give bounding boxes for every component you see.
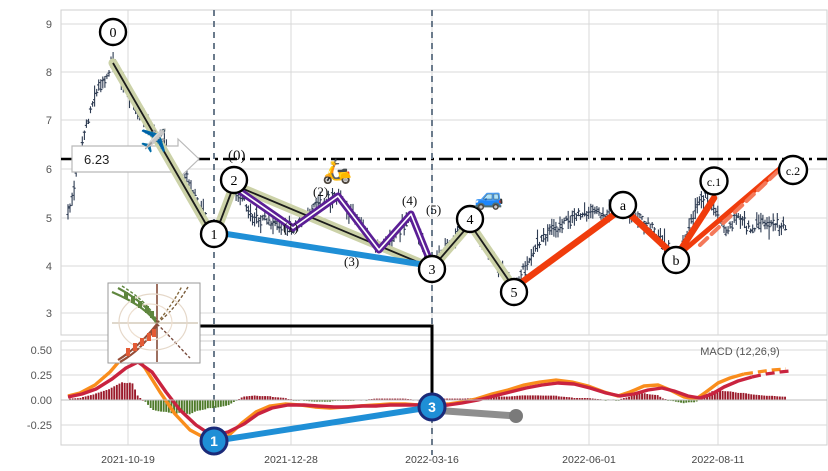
airplane-icon: ✈️: [140, 128, 168, 153]
macd-grey-endpoint-dot: [509, 409, 523, 423]
pivot-marker-c2[interactable]: c.2: [777, 154, 809, 186]
macd-marker-label-3: 3: [428, 399, 436, 415]
abc-orange-path: [510, 157, 793, 292]
macd-signal-projection: [751, 369, 791, 379]
scooter-icon: 🛵: [322, 158, 352, 185]
macd-marker-label-1: 1: [210, 433, 218, 449]
ytick-6: 6: [46, 164, 52, 176]
macd-line-projection: [743, 367, 787, 376]
macd-ytick-050: 0.50: [31, 345, 52, 357]
zigzag-line: [112, 62, 515, 289]
ytick-9: 9: [46, 19, 52, 31]
xtick-date-1: 2021-10-19: [101, 454, 155, 466]
pivot-marker-5[interactable]: 5: [499, 277, 529, 307]
pivot-marker-3[interactable]: 3: [417, 254, 447, 284]
macd-content: [67, 350, 791, 443]
pivot-label-1: 1: [211, 228, 218, 243]
macd-marker-3[interactable]: 3: [417, 392, 447, 422]
wave-label-0-paren: (0): [228, 148, 246, 164]
macd-divergence-grey: [428, 406, 520, 420]
subwave-purple-path: [230, 183, 436, 270]
wave-label-3-paren: (3): [344, 254, 359, 269]
price-panel-background: [60, 9, 828, 336]
macd-marker-1[interactable]: 1: [199, 426, 229, 456]
macd-histogram: [69, 382, 786, 415]
pivot-marker-c1[interactable]: c.1: [699, 166, 729, 196]
car-icon: 🚙: [474, 184, 504, 211]
xtick-date-2: 2021-12-28: [264, 454, 318, 466]
ytick-4: 4: [46, 261, 52, 273]
pivot-marker-a[interactable]: a: [608, 190, 638, 220]
wave-label-2-paren: (2): [313, 184, 328, 199]
primary-zigzag-wave: [108, 58, 519, 293]
pivot-marker-0[interactable]: 0: [98, 17, 128, 47]
macd-signal-line: [67, 360, 753, 437]
ytick-8: 8: [46, 67, 52, 79]
c-projection-dashed: [698, 158, 792, 247]
wave-label-4-paren: (4): [402, 193, 417, 208]
pivot-label-2: 2: [231, 174, 238, 189]
ytick-5: 5: [46, 213, 52, 225]
gann-fan-thumbnail[interactable]: [107, 282, 201, 364]
pivot-label-b: b: [673, 254, 680, 269]
macd-ytick-m025: -0.25: [27, 420, 52, 432]
pivot-label-5: 5: [511, 286, 518, 301]
xtick-date-5: 2022-08-11: [692, 454, 745, 466]
macd-indicator-label: MACD (12,26,9): [700, 346, 779, 358]
pivot-label-0: 0: [110, 26, 117, 41]
xtick-date-4: 2022-06-01: [562, 454, 616, 466]
wave-label-1-paren: (1): [283, 220, 298, 235]
support-trendline-blue: [211, 229, 435, 269]
ytick-7: 7: [46, 115, 52, 127]
price-tag-value: 6.23: [84, 152, 109, 167]
pivot-marker-4[interactable]: 4: [455, 204, 485, 234]
macd-black-bracket: [115, 324, 434, 407]
xtick-date-3: 2022-03-16: [405, 454, 459, 466]
macd-ytick-025: 0.25: [31, 370, 52, 382]
pivot-marker-1[interactable]: 1: [199, 219, 229, 249]
pivot-marker-2[interactable]: 2: [219, 165, 249, 195]
pivot-label-4: 4: [467, 213, 474, 228]
pivot-marker-b[interactable]: b: [661, 245, 691, 275]
abc-line: [510, 194, 718, 292]
subwave-inner-highlight: [233, 186, 433, 267]
pivot-label-a: a: [620, 199, 627, 214]
ytick-3: 3: [46, 308, 52, 320]
macd-ytick-000: 0.00: [31, 395, 52, 407]
pivot-label-c1: c.1: [707, 175, 721, 189]
macd-divergence-blue: [211, 404, 435, 444]
pivot-label-c2: c.2: [786, 164, 800, 178]
pivot-label-3: 3: [429, 263, 436, 278]
wave-label-5-paren: (5): [426, 202, 441, 217]
